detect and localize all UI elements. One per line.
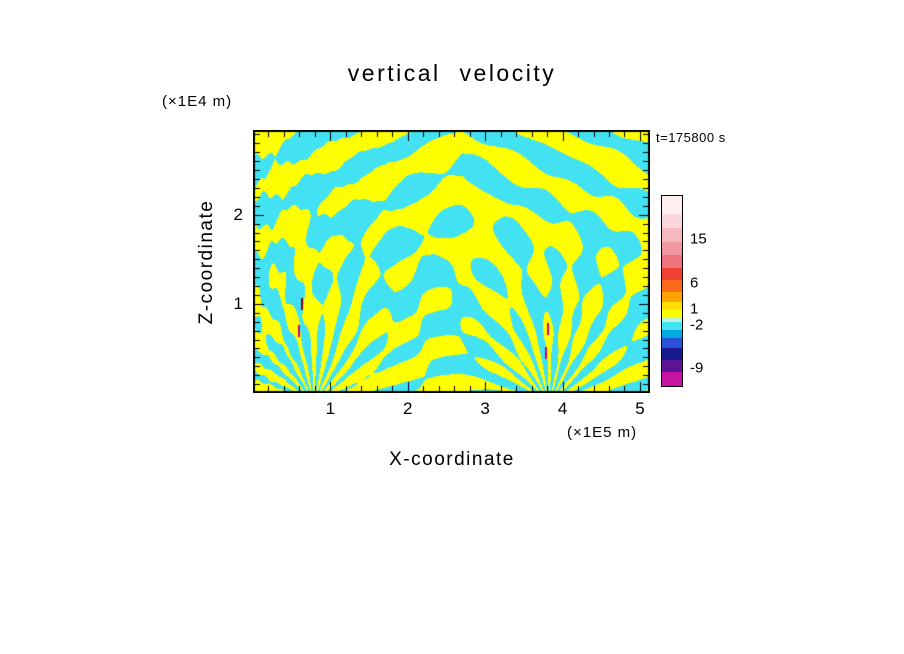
colorbar-segment (662, 214, 682, 228)
colorbar-segment (662, 310, 682, 317)
colorbar-segment (662, 268, 682, 280)
colorbar-segment (662, 255, 682, 268)
colorbar-segment (662, 348, 682, 360)
x-axis-title: X-coordinate (389, 449, 515, 470)
colorbar-segment (662, 330, 682, 338)
colorbar-segment (662, 280, 682, 292)
colorbar-segment (662, 292, 682, 302)
colorbar-tick-label: -9 (690, 359, 704, 377)
y-tick-label: 2 (233, 204, 243, 224)
heatmap-canvas (253, 130, 650, 393)
time-annotation: t=175800 s (656, 130, 726, 145)
colorbar-tick-label: 1 (690, 300, 699, 318)
colorbar (661, 195, 683, 387)
y-axis-title: Z-coordinate (196, 199, 217, 325)
x-tick-label: 2 (403, 399, 413, 418)
colorbar-segment (662, 302, 682, 310)
colorbar-segment (662, 338, 682, 348)
colorbar-tick-label: 15 (690, 230, 707, 248)
x-tick-label: 4 (557, 399, 568, 418)
y-tick-label: 1 (233, 293, 243, 313)
x-tick-label: 5 (635, 399, 645, 418)
plot-area (253, 130, 650, 393)
x-tick-label: 1 (325, 399, 336, 418)
chart-title: vertical velocity (347, 60, 557, 86)
x-axis-unit-label: (×1E5 m) (567, 424, 638, 441)
y-axis-unit-label: (×1E4 m) (162, 93, 233, 110)
x-tick-label: 3 (480, 399, 490, 418)
colorbar-segment (662, 360, 682, 372)
colorbar-segment (662, 372, 682, 386)
colorbar-tick-label: 6 (690, 274, 699, 292)
colorbar-segment (662, 228, 682, 242)
colorbar-segment (662, 242, 682, 255)
colorbar-tick-label: -2 (690, 316, 704, 334)
colorbar-segment (662, 322, 682, 330)
colorbar-segment (662, 317, 682, 322)
colorbar-segment (662, 196, 682, 214)
